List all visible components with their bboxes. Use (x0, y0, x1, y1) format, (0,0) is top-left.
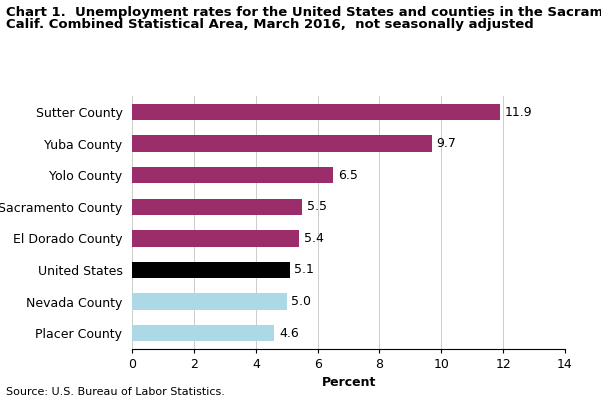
Bar (132, 325, 275, 341)
Bar (132, 293, 287, 310)
Text: Calif. Combined Statistical Area, March 2016,  not seasonally adjusted: Calif. Combined Statistical Area, March … (6, 18, 534, 31)
Bar (132, 136, 432, 152)
Text: 5.5: 5.5 (307, 200, 327, 213)
Text: 5.1: 5.1 (294, 263, 314, 276)
Bar (132, 230, 299, 247)
Text: 5.0: 5.0 (291, 295, 311, 308)
Text: Source: U.S. Bureau of Labor Statistics.: Source: U.S. Bureau of Labor Statistics. (6, 387, 225, 397)
Text: Chart 1.  Unemployment rates for the United States and counties in the Sacrament: Chart 1. Unemployment rates for the Unit… (6, 6, 601, 19)
Text: 4.6: 4.6 (279, 326, 299, 340)
Text: 11.9: 11.9 (505, 105, 532, 119)
Bar (132, 104, 500, 120)
Text: 9.7: 9.7 (437, 137, 457, 150)
Bar (132, 167, 333, 183)
X-axis label: Percent: Percent (322, 377, 376, 389)
Bar (132, 198, 302, 215)
Text: 6.5: 6.5 (338, 169, 358, 182)
Text: 5.4: 5.4 (304, 232, 323, 245)
Bar (132, 262, 290, 278)
